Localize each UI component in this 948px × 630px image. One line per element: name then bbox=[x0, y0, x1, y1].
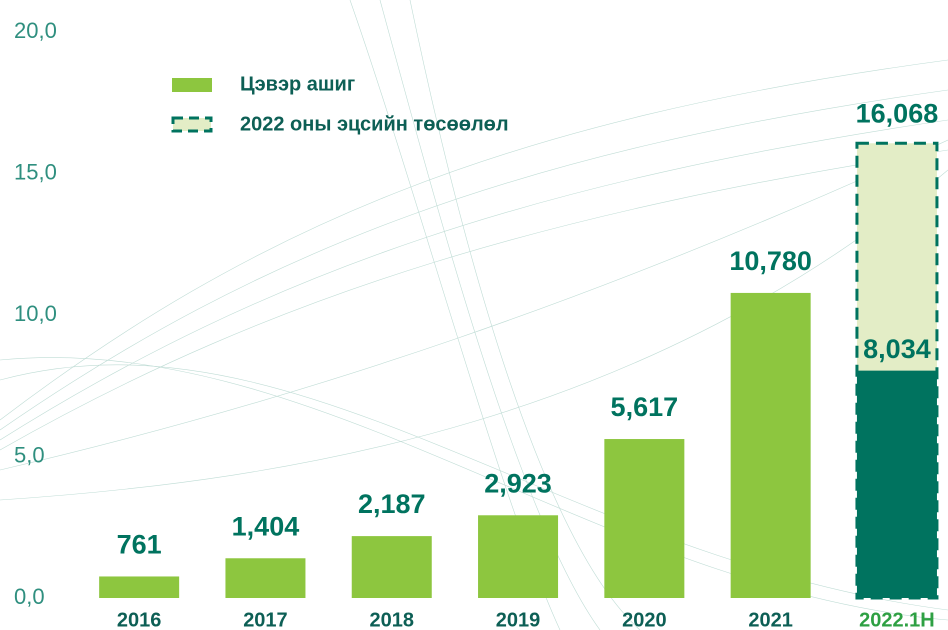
x-tick-label: 2017 bbox=[243, 609, 288, 630]
legend-swatch bbox=[171, 116, 213, 133]
value-label: 16,068 bbox=[856, 98, 939, 128]
value-label: 1,404 bbox=[232, 511, 300, 541]
value-label: 10,780 bbox=[729, 246, 812, 276]
legend-label: Цэвэр ашиг bbox=[240, 73, 355, 95]
x-tick-label: 2018 bbox=[370, 609, 415, 630]
value-label: 2,187 bbox=[358, 489, 426, 519]
value-label: 8,034 bbox=[863, 334, 931, 364]
x-tick-label: 2016 bbox=[117, 609, 162, 630]
value-label: 5,617 bbox=[611, 392, 679, 422]
legend: Цэвэр ашиг 2022 оны эцсийн төсөөлөл bbox=[171, 73, 509, 135]
bar bbox=[478, 515, 559, 598]
legend-label: 2022 оны эцсийн төсөөлөл bbox=[240, 113, 509, 135]
bar bbox=[730, 292, 811, 598]
bar bbox=[99, 576, 180, 598]
bar bbox=[351, 536, 432, 598]
value-label: 761 bbox=[117, 530, 162, 560]
x-tick-label: 2022.1H bbox=[859, 609, 935, 630]
y-tick-label: 0,0 bbox=[14, 584, 45, 609]
legend-swatch bbox=[172, 78, 212, 92]
y-tick-label: 10,0 bbox=[14, 301, 57, 326]
x-tick-label: 2021 bbox=[748, 609, 793, 630]
value-label: 2,923 bbox=[484, 468, 552, 498]
y-tick-label: 5,0 bbox=[14, 442, 45, 467]
bar bbox=[604, 439, 685, 598]
y-tick-label: 15,0 bbox=[14, 159, 57, 184]
x-tick-label: 2020 bbox=[622, 609, 667, 630]
y-tick-label: 20,0 bbox=[14, 18, 57, 43]
bar bbox=[225, 558, 306, 598]
x-tick-label: 2019 bbox=[496, 609, 541, 630]
bar bbox=[856, 370, 937, 598]
